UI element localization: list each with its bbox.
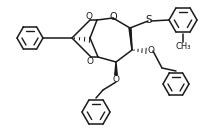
Polygon shape <box>128 28 131 50</box>
Text: CH₃: CH₃ <box>174 41 190 50</box>
Polygon shape <box>114 62 117 75</box>
Text: O: O <box>85 12 92 21</box>
Text: O: O <box>86 56 93 66</box>
Text: O: O <box>112 75 119 84</box>
Text: O: O <box>109 12 116 22</box>
Text: O: O <box>147 46 154 55</box>
Text: S: S <box>145 15 152 25</box>
